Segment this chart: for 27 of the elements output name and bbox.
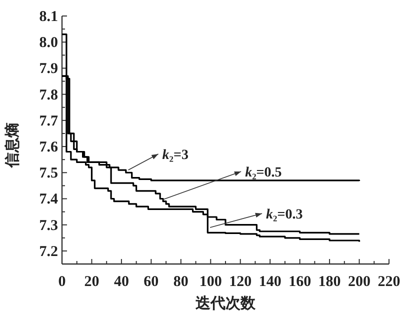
y-axis-title: 信息熵 bbox=[4, 122, 21, 168]
annotation: k₂=3 bbox=[162, 148, 188, 164]
y-tick-label: 8.1 bbox=[39, 9, 58, 25]
x-tick-label: 0 bbox=[58, 274, 66, 290]
x-tick-label: 20 bbox=[84, 274, 100, 290]
annotation: k₂=0.5 bbox=[245, 166, 282, 181]
y-tick-label: 7.8 bbox=[39, 87, 58, 104]
x-tick-label: 80 bbox=[173, 274, 188, 290]
x-tick-label: 40 bbox=[114, 274, 129, 290]
y-tick-label: 8.0 bbox=[39, 35, 58, 52]
annotation: k₂=0.3 bbox=[266, 207, 303, 222]
x-tick-label: 160 bbox=[288, 274, 312, 290]
x-tick-label: 140 bbox=[258, 274, 282, 290]
x-tick-label: 100 bbox=[199, 274, 222, 290]
x-tick-label: 200 bbox=[348, 274, 371, 290]
x-tick-label: 180 bbox=[318, 274, 341, 290]
x-tick-label: 120 bbox=[229, 274, 252, 290]
x-tick-label: 220 bbox=[378, 274, 400, 290]
y-tick-label: 7.6 bbox=[39, 140, 58, 156]
y-tick-label: 7.7 bbox=[39, 113, 58, 130]
y-tick-label: 7.9 bbox=[39, 61, 58, 78]
x-axis-title: 迭代次数 bbox=[194, 295, 256, 312]
y-tick-label: 7.5 bbox=[39, 166, 58, 182]
x-tick-label: 60 bbox=[144, 274, 159, 290]
y-tick-label: 7.4 bbox=[39, 192, 58, 208]
y-tick-label: 7.2 bbox=[39, 244, 58, 260]
y-tick-label: 7.3 bbox=[39, 218, 58, 234]
